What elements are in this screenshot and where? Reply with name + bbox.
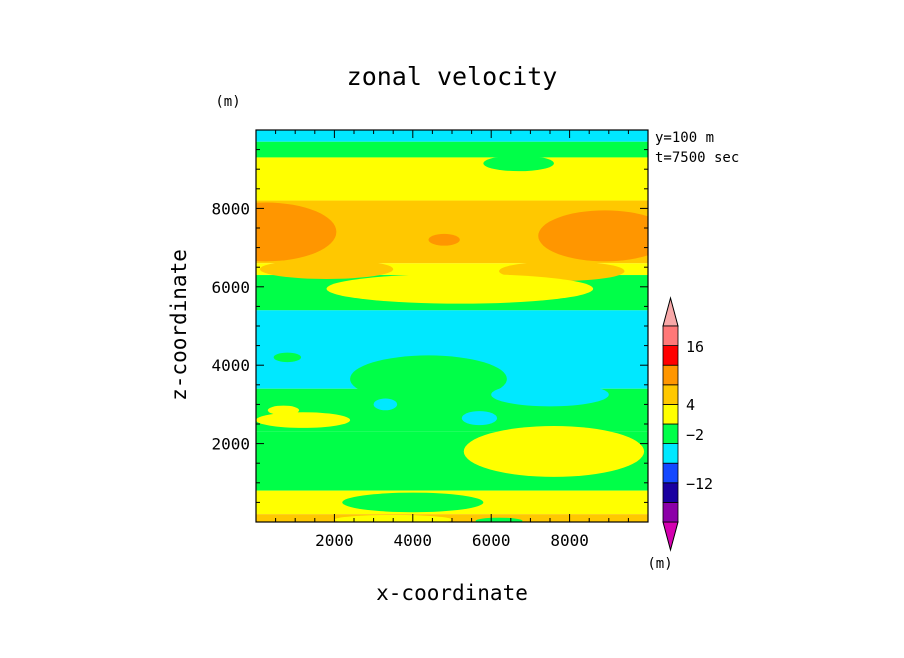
colorbar-tick-label: −2 [686,426,704,444]
annotation-y: y=100 m [655,130,714,146]
colorbar-arrow-high [662,296,679,327]
colorbar-segment [662,384,679,405]
annotation-t: t=7500 sec [655,150,739,166]
colorbar-tick-label: 16 [686,338,704,356]
contour-patch [267,405,300,415]
contour-patch [499,261,625,281]
contour-patch [483,155,554,172]
colorbar-segment [662,345,679,366]
colorbar-segment [662,403,679,425]
contour-patch [491,382,609,407]
x-tick-label: 2000 [315,531,354,550]
contour-band [256,130,648,142]
contour-patch [373,398,398,411]
contour-patch [256,412,351,428]
y-tick-label: 4000 [211,356,250,375]
colorbar-tick-label: −12 [686,475,713,493]
colorbar-segment [662,482,679,503]
colorbar-segment [662,364,679,386]
y-tick-label: 2000 [211,435,250,454]
contour-patch [350,355,507,403]
colorbar-segment [662,443,679,464]
contour-patch [475,517,523,522]
y-axis-label: z-coordinate [167,249,191,401]
x-axis-label: x-coordinate [376,581,528,605]
colorbar-segment [662,501,679,523]
contour-patch [342,492,484,513]
colorbar-unit-label: (m) [647,556,672,572]
y-tick-label: 8000 [211,199,250,218]
x-tick-label: 4000 [394,531,433,550]
contour-band [256,157,648,201]
contour-patch [273,352,302,363]
x-tick-label: 8000 [550,531,589,550]
colorbar-tick-label: 4 [686,396,695,414]
contour-band [256,141,648,158]
contour-patch [463,425,645,477]
contour-patch [259,259,394,279]
colorbar-segment [662,423,679,445]
contour-patch [461,411,498,426]
chart-title: zonal velocity [347,62,558,91]
contour-field [256,130,648,522]
contour-patch [256,202,337,262]
contour-patch [326,273,594,304]
contour-band [256,263,648,276]
y-unit-label: (m) [215,94,240,110]
contour-patch [428,233,460,246]
colorbar-segment [662,462,679,484]
x-tick-label: 6000 [472,531,511,550]
y-tick-label: 6000 [211,278,250,297]
colorbar-arrow-low [662,521,679,552]
colorbar-segment [662,325,679,347]
contour-patch [538,210,648,262]
